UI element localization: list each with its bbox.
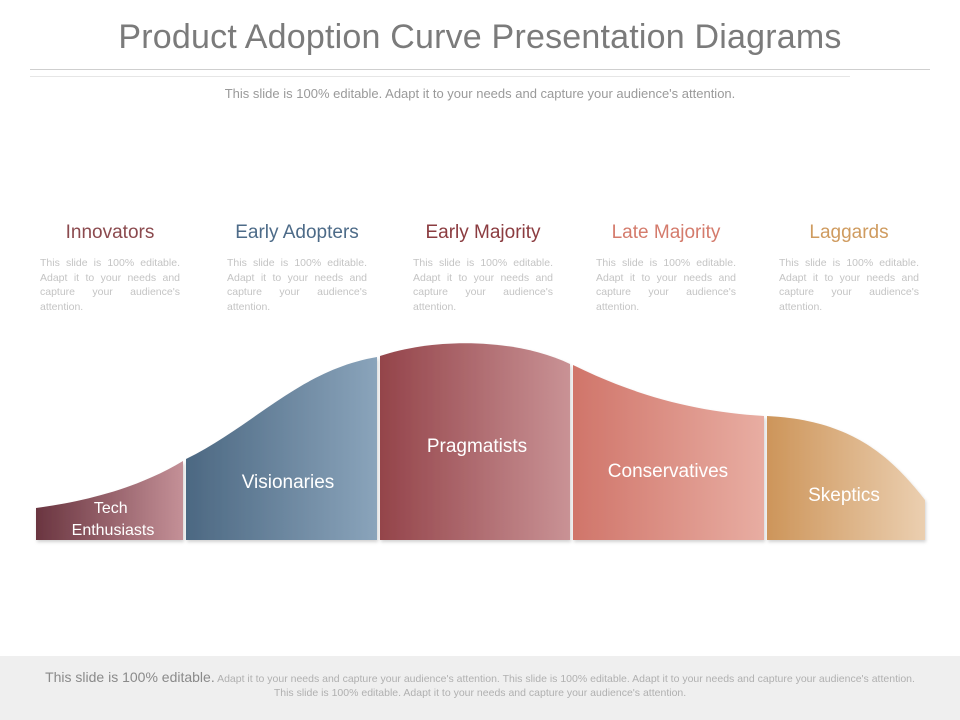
- stage-laggards: Laggards This slide is 100% editable. Ad…: [769, 222, 929, 314]
- stage-early-majority: Early Majority This slide is 100% editab…: [403, 222, 563, 314]
- segment-visionaries: [186, 357, 377, 540]
- page-subtitle: This slide is 100% editable. Adapt it to…: [224, 86, 736, 101]
- stage-desc-early-majority: This slide is 100% editable. Adapt it to…: [413, 257, 553, 313]
- footer-body: Adapt it to your needs and capture your …: [217, 673, 915, 699]
- segment-label-tech-enthusiasts-line1: Tech: [94, 500, 128, 517]
- stage-desc-late-majority: This slide is 100% editable. Adapt it to…: [596, 257, 736, 313]
- stage-early-adopters: Early Adopters This slide is 100% editab…: [217, 222, 377, 314]
- footer-bar: This slide is 100% editable. Adapt it to…: [0, 656, 960, 720]
- stage-title-innovators: Innovators: [65, 222, 155, 243]
- page-title: Product Adoption Curve Presentation Diag…: [118, 18, 842, 56]
- stage-late-majority: Late Majority This slide is 100% editabl…: [586, 222, 746, 314]
- footer-text: This slide is 100% editable. Adapt it to…: [38, 670, 922, 700]
- stage-desc-early-adopters: This slide is 100% editable. Adapt it to…: [227, 257, 367, 313]
- footer-lead: This slide is 100% editable.: [45, 669, 215, 685]
- segment-tech-enthusiasts: [36, 461, 183, 540]
- stage-desc-laggards: This slide is 100% editable. Adapt it to…: [779, 257, 919, 313]
- title-divider-secondary: [30, 76, 850, 77]
- segment-conservatives: [573, 365, 764, 540]
- segment-skeptics: [767, 416, 925, 540]
- segment-label-visionaries: Visionaries: [242, 472, 335, 493]
- adoption-curve: Tech Enthusiasts Visionaries Pragmatists…: [36, 343, 925, 540]
- segment-label-skeptics: Skeptics: [808, 485, 880, 506]
- segment-label-tech-enthusiasts: Tech Enthusiasts: [72, 500, 155, 539]
- stage-innovators: Innovators This slide is 100% editable. …: [30, 222, 190, 314]
- stage-title-late-majority: Late Majority: [611, 222, 721, 243]
- stage-title-early-adopters: Early Adopters: [235, 222, 359, 243]
- stage-desc-innovators: This slide is 100% editable. Adapt it to…: [40, 257, 180, 313]
- segment-label-tech-enthusiasts-line2: Enthusiasts: [72, 522, 155, 539]
- segment-pragmatists: [380, 343, 570, 540]
- stage-title-early-majority: Early Majority: [425, 222, 541, 243]
- segment-label-pragmatists: Pragmatists: [427, 436, 527, 457]
- title-divider: [30, 69, 930, 70]
- segment-label-conservatives: Conservatives: [608, 461, 728, 482]
- stage-title-laggards: Laggards: [809, 222, 889, 243]
